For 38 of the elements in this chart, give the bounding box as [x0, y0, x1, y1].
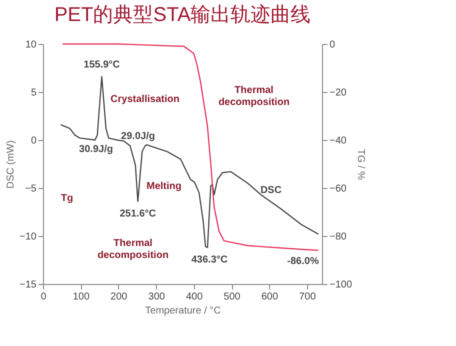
- x-tick-label: 300: [148, 292, 166, 302]
- x-tick-label: 500: [224, 292, 241, 302]
- y2-tick-label: −40: [330, 136, 347, 146]
- line-series: [62, 43, 319, 251]
- x-tick-label: 700: [299, 292, 316, 302]
- y2-tick-label: −60: [330, 184, 347, 194]
- annotation: DSC: [260, 185, 282, 196]
- y-axis-title: DSC (mW): [6, 140, 17, 189]
- y2-tick-label: −80: [330, 232, 347, 242]
- x-axis-title: Temperature / °C: [145, 306, 221, 316]
- x-tick-label: 100: [72, 292, 90, 302]
- annotation: 155.9°C: [84, 60, 120, 71]
- y-tick-label: 5: [30, 88, 37, 98]
- chart-title: PET的典型STA输出轨迹曲线: [54, 4, 311, 26]
- x-tick-label: 200: [110, 292, 128, 302]
- annotation: 29.0J/g: [121, 131, 155, 142]
- annotation: 436.3°C: [191, 254, 228, 266]
- y2-axis-title: TG / %: [355, 148, 366, 180]
- y2-tick-label: −100: [330, 280, 352, 290]
- y2-tick-label: 0: [330, 40, 336, 50]
- y-tick-label: 10: [25, 40, 37, 50]
- annotation: Tg: [60, 193, 74, 204]
- y-tick-label: −5: [25, 184, 37, 194]
- x-tick-label: 0: [40, 292, 47, 302]
- y-tick-label: −15: [20, 280, 37, 290]
- annotation: Crystallisation: [110, 94, 180, 105]
- annotation: Thermal decomposition: [218, 85, 290, 108]
- annotation: 251.6°C: [120, 208, 156, 220]
- x-tick-label: 600: [261, 292, 278, 302]
- annotation: 30.9J/g: [79, 144, 113, 155]
- y-tick-label: 0: [30, 136, 37, 146]
- annotation: Thermal decomposition: [97, 238, 169, 261]
- line-series: [60, 76, 319, 248]
- y2-tick-label: −20: [330, 88, 347, 98]
- x-tick-label: 400: [186, 292, 204, 302]
- annotation: Melting: [146, 181, 182, 192]
- y-tick-label: −10: [20, 232, 37, 242]
- annotation: -86.0%: [287, 256, 319, 267]
